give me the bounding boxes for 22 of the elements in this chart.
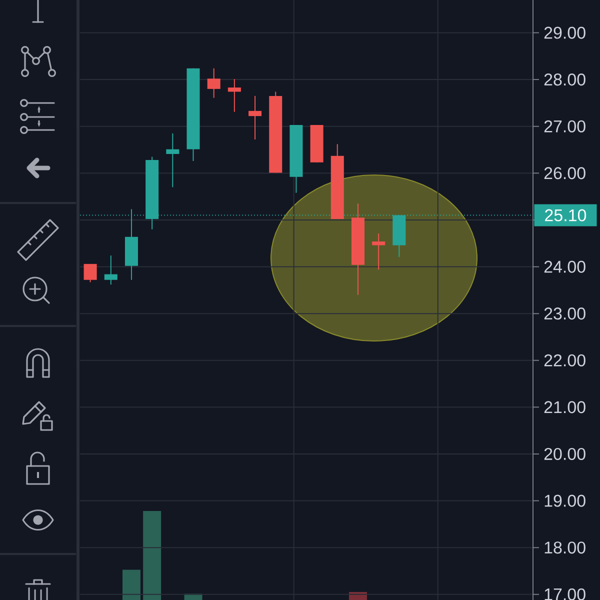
candlestick xyxy=(84,263,97,283)
candlestick xyxy=(372,233,386,270)
ref-line-label: 25.10 xyxy=(545,209,586,222)
y-tick-label: 27.00 xyxy=(544,120,586,132)
y-tick-label: 29.00 xyxy=(544,26,586,39)
y-tick-label: 19.00 xyxy=(544,494,586,507)
candlestick xyxy=(104,255,118,286)
candlestick xyxy=(166,132,180,188)
candlestick xyxy=(248,95,262,140)
y-tick-label: 28.00 xyxy=(544,74,586,86)
bar xyxy=(122,570,140,600)
candlestick xyxy=(207,68,220,98)
candlestick xyxy=(228,78,241,112)
y-tick-label: 18.00 xyxy=(544,542,586,554)
y-tick-label: 26.00 xyxy=(544,167,586,180)
y-tick-label: 20.00 xyxy=(544,448,586,460)
y-tick-label: 17.00 xyxy=(544,588,586,600)
y-tick-label: 23.00 xyxy=(544,308,586,320)
bar xyxy=(143,511,162,600)
y-tick-label: 22.00 xyxy=(544,354,586,366)
y-tick-label: 21.00 xyxy=(544,401,586,414)
y-tick-label: 24.00 xyxy=(544,260,586,273)
